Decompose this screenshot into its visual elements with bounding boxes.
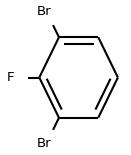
Text: Br: Br (37, 5, 52, 18)
Text: Br: Br (37, 137, 52, 150)
Text: F: F (7, 71, 14, 84)
